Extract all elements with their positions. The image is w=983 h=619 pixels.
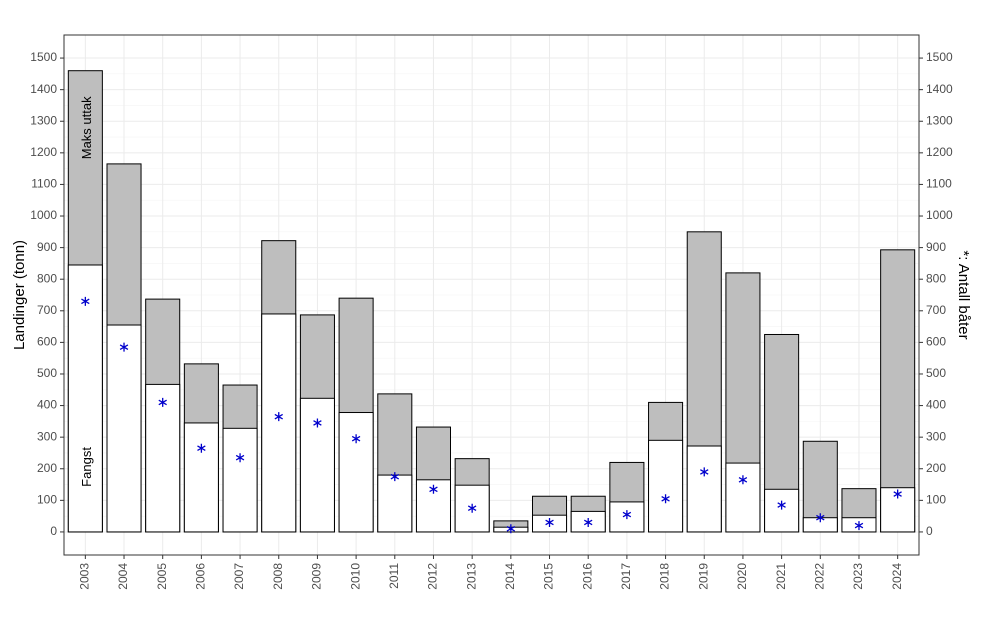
bar <box>222 427 258 533</box>
y-tick-label: 600 <box>37 335 57 349</box>
boat-marker <box>158 397 167 407</box>
x-tick-label: 2011 <box>387 563 401 589</box>
y2-tick-label: 1500 <box>926 50 953 64</box>
y2-tick-label: 1300 <box>926 113 953 127</box>
x-tick-label: 2019 <box>696 563 710 590</box>
y-tick-label: 200 <box>37 461 57 475</box>
y2-tick-label: 900 <box>926 240 946 254</box>
y-tick-label: 100 <box>37 493 57 507</box>
boat-marker <box>622 510 632 520</box>
boat-marker <box>81 296 90 306</box>
bar <box>183 422 219 533</box>
y2-tick-label: 500 <box>926 366 946 380</box>
y-tick-label: 300 <box>37 429 57 443</box>
bar <box>377 474 413 533</box>
boat-marker <box>700 467 709 477</box>
y2-tick-label: 1400 <box>926 82 953 96</box>
y2-tick-label: 200 <box>926 461 946 475</box>
x-tick-label: 2003 <box>78 563 92 590</box>
bar <box>725 462 761 533</box>
boat-marker <box>816 513 825 523</box>
y2-tick-label: 300 <box>926 429 946 443</box>
boat-marker <box>429 484 438 494</box>
y-axis-title: Landinger (tonn) <box>11 240 28 350</box>
y-tick-label: 1200 <box>30 145 57 159</box>
bar <box>338 412 374 533</box>
boat-marker <box>351 434 361 444</box>
y-tick-label: 500 <box>37 366 57 380</box>
bar <box>686 445 722 533</box>
boat-marker <box>467 503 477 513</box>
x-tick-label: 2018 <box>658 563 672 590</box>
y2-tick-label: 700 <box>926 303 946 317</box>
boat-marker <box>390 472 400 482</box>
y-tick-label: 900 <box>37 240 57 254</box>
boat-marker <box>854 521 864 531</box>
x-tick-label: 2021 <box>774 563 788 590</box>
boat-marker <box>197 443 206 453</box>
x-tick-label: 2006 <box>194 563 208 590</box>
y2-tick-label: 100 <box>926 493 946 507</box>
plot-border <box>63 34 920 556</box>
boat-marker <box>777 500 786 510</box>
y-tick-label: 800 <box>37 271 57 285</box>
y-tick-label: 700 <box>37 303 57 317</box>
y-tick-label: 1000 <box>30 208 57 222</box>
y2-axis-title: *: Antall båter <box>955 250 972 339</box>
bar <box>261 313 297 533</box>
bar <box>648 439 684 533</box>
bar <box>67 264 103 533</box>
y2-tick-label: 1000 <box>926 208 953 222</box>
y-tick-label: 1500 <box>30 50 57 64</box>
x-tick-label: 2008 <box>271 563 285 590</box>
y2-tick-label: 800 <box>926 271 946 285</box>
x-tick-label: 2023 <box>851 563 865 590</box>
series-label: Maks uttak <box>79 96 94 159</box>
x-tick-label: 2022 <box>812 563 826 590</box>
x-tick-label: 2024 <box>890 563 904 590</box>
y2-tick-label: 1100 <box>926 177 952 191</box>
x-tick-label: 2013 <box>464 563 478 590</box>
bar <box>299 397 335 533</box>
x-tick-label: 2017 <box>619 563 633 590</box>
x-tick-label: 2004 <box>116 563 130 590</box>
y-tick-label: 400 <box>37 398 57 412</box>
bar <box>764 488 800 533</box>
boat-marker <box>235 453 245 463</box>
boat-marker <box>583 517 593 527</box>
x-tick-label: 2010 <box>348 563 362 590</box>
x-tick-label: 2016 <box>580 563 594 590</box>
y-tick-label: 1400 <box>30 82 57 96</box>
y2-tick-label: 400 <box>926 398 946 412</box>
boat-marker <box>661 494 670 504</box>
series-label: Fangst <box>79 447 94 487</box>
x-tick-label: 2014 <box>503 563 517 590</box>
y2-tick-label: 0 <box>926 524 933 538</box>
y-tick-label: 1100 <box>31 177 57 191</box>
boat-marker <box>738 475 748 485</box>
y2-tick-label: 600 <box>926 335 946 349</box>
x-tick-label: 2015 <box>542 563 556 590</box>
bar <box>106 324 142 533</box>
boat-marker <box>893 489 902 499</box>
y-tick-label: 1300 <box>30 113 57 127</box>
y-tick-label: 0 <box>50 524 57 538</box>
boat-marker <box>506 524 516 534</box>
x-tick-label: 2007 <box>232 563 246 590</box>
boat-marker <box>545 517 554 527</box>
boat-marker <box>313 418 322 428</box>
boat-marker <box>119 342 129 352</box>
bar <box>145 383 181 533</box>
x-tick-label: 2005 <box>155 563 169 590</box>
boat-marker <box>274 412 283 422</box>
x-tick-label: 2012 <box>426 563 440 590</box>
y2-tick-label: 1200 <box>926 145 953 159</box>
x-tick-label: 2009 <box>310 563 324 590</box>
x-tick-label: 2020 <box>735 563 749 590</box>
